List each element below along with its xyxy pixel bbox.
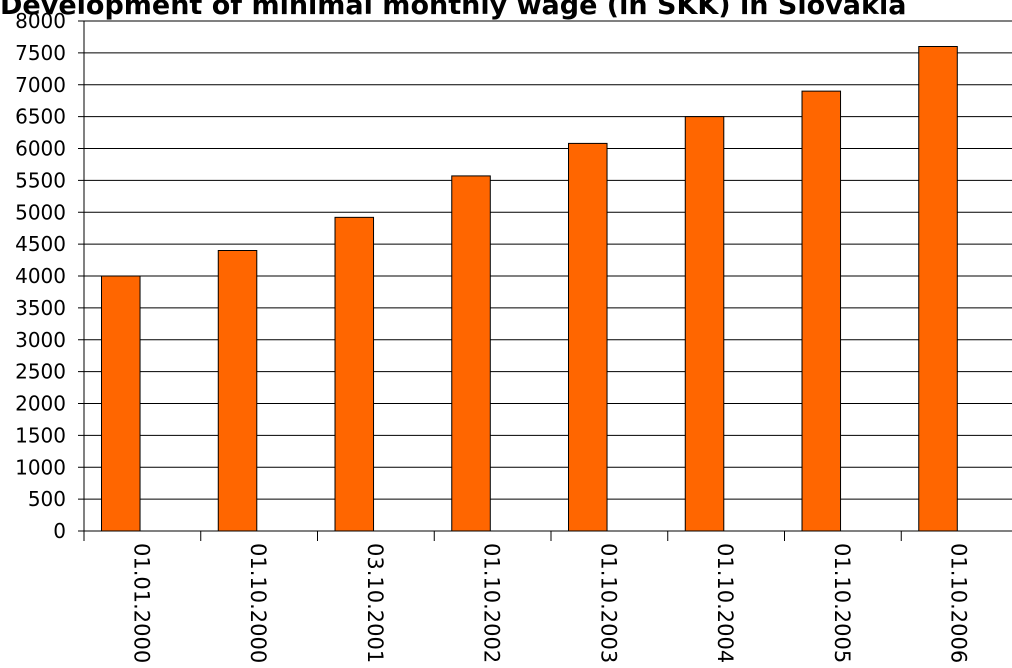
y-tick-label: 3000 [15,328,66,352]
y-tick-label: 5000 [15,200,66,224]
y-tick-label: 3500 [15,296,66,320]
bar [217,250,258,532]
bar [684,116,725,532]
y-tick-label: 8000 [15,9,66,33]
gridlines [84,20,1012,500]
x-tick-labels: 01.01.2000 01.10.2000 03.10.2001 01.10.2002… [129,543,970,663]
x-tick-label: 01.10.2004 [713,543,737,663]
bar [451,175,491,532]
y-tick-label: 7000 [15,73,66,97]
x-tick-label: 03.10.2001 [363,543,387,663]
y-tick-label: 1500 [15,423,66,447]
bar [801,90,842,532]
bar [918,46,958,532]
bar [334,216,375,532]
y-tick-label: 5500 [15,168,66,192]
x-tick-label: 01.10.2002 [480,543,504,663]
y-tick-label: 6500 [15,105,66,129]
y-tick-label: 1000 [15,455,66,479]
bar [101,275,141,532]
x-tick-label: 01.10.2000 [246,543,270,663]
y-tick-label: 4000 [15,264,66,288]
y-tick-label: 4500 [15,232,66,256]
x-tick-label: 01.10.2006 [947,543,971,663]
x-tick-label: 01.10.2005 [830,543,854,663]
chart-title: Development of minimal monthly wage (in … [0,0,907,21]
y-tick-labels: 0 500 1000 1500 2000 2500 3000 3500 4000 4500 5000… [15,9,66,543]
y-tick-label: 2000 [15,392,66,416]
y-tick-label: 500 [28,487,66,511]
x-tick-label: 01.10.2003 [596,543,620,663]
y-tick-label: 7500 [15,41,66,65]
y-tick-label: 6000 [15,137,66,161]
x-tick-label: 01.01.2000 [129,543,153,663]
y-tick-label: 2500 [15,360,66,384]
bar [568,142,608,532]
y-tick-label: 0 [53,519,66,543]
bars [101,46,958,532]
axes [78,20,1012,541]
